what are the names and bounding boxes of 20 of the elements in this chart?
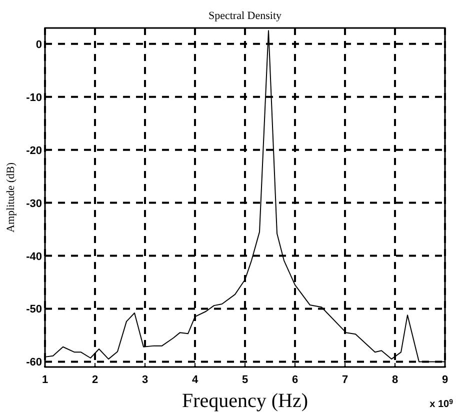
y-tick-label: 0 [36, 38, 42, 51]
x-tick-label: 9 [442, 374, 448, 386]
x-tick-label: 6 [292, 374, 298, 386]
x-tick-label: 1 [42, 374, 48, 386]
y-tick-label: -60 [26, 356, 42, 369]
x-tick-label: 8 [392, 374, 398, 386]
x-axis-title: Frequency (Hz) [182, 390, 308, 412]
y-tick-label: -30 [26, 198, 42, 210]
x-tick-label: 2 [92, 374, 98, 386]
x-tick-label: 4 [192, 374, 199, 386]
x-tick-label: 5 [242, 374, 248, 386]
x-tick-label: 3 [142, 374, 148, 386]
text: x 10$^{9}$ [430, 398, 454, 410]
y-axis-title: Amplitude (dB) [5, 162, 17, 232]
y-tick-label: -50 [26, 304, 42, 316]
y-tick-label: -40 [26, 250, 42, 263]
chart-title: Spectral Density [208, 10, 282, 22]
x-tick-label: 7 [342, 374, 348, 386]
y-tick-label: -10 [26, 92, 42, 104]
y-tick-label: -20 [26, 144, 42, 157]
